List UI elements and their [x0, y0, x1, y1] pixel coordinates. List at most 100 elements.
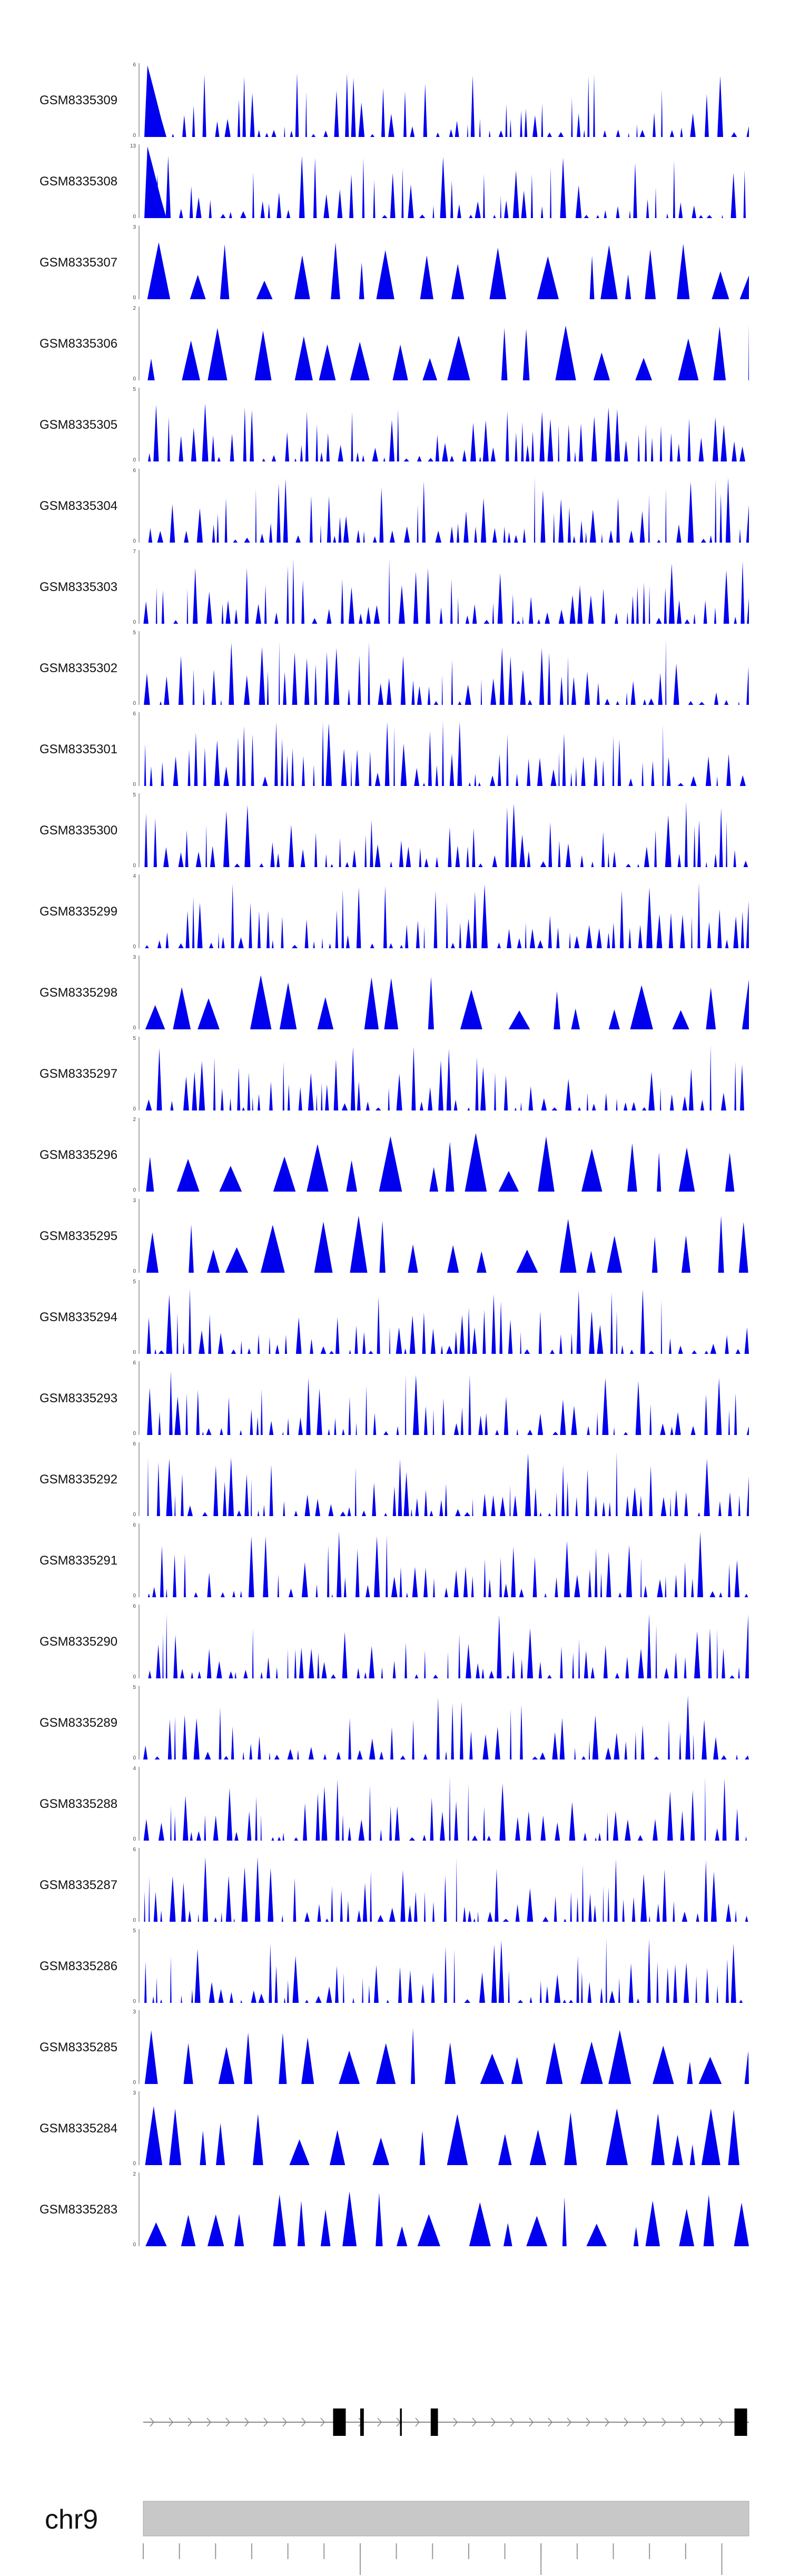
- strand-arrow: [244, 2417, 250, 2427]
- strand-arrow: [491, 2417, 496, 2427]
- y-tick-max: 5: [133, 792, 136, 798]
- track-GSM8335307: GSM8335307 3 0: [39, 224, 749, 301]
- chromosome-label: chr9: [45, 2504, 98, 2535]
- coverage-area-GSM8335285: [143, 2028, 749, 2084]
- track-GSM8335290: GSM8335290 6 0: [39, 1604, 749, 1680]
- track-label: GSM8335289: [39, 1716, 117, 1730]
- chromosome-ideogram: [143, 2501, 749, 2536]
- y-tick-max: 7: [133, 549, 136, 555]
- y-tick-max: 4: [133, 873, 136, 879]
- track-label: GSM8335284: [39, 2121, 117, 2136]
- coverage-area-GSM8335309: [143, 65, 749, 137]
- gene-model-track: [143, 2408, 749, 2436]
- coverage-area-GSM8335287: [143, 1857, 749, 1922]
- coverage-tracks: GSM833530960GSM8335308130GSM833530730GSM…: [39, 62, 749, 2248]
- track-GSM8335289: GSM8335289 5 0: [39, 1685, 749, 1761]
- strand-arrow: [472, 2417, 477, 2427]
- track-label: GSM8335283: [39, 2203, 117, 2217]
- y-tick-min: 0: [133, 863, 136, 869]
- y-tick-max: 3: [133, 955, 136, 960]
- track-label: GSM8335306: [39, 337, 117, 351]
- y-tick-min: 0: [133, 1350, 136, 1355]
- strand-arrow: [624, 2417, 629, 2427]
- track-GSM8335300: GSM8335300 5 0: [39, 792, 749, 869]
- gene-exon: [333, 2408, 346, 2436]
- y-tick-max: 6: [133, 468, 136, 474]
- strand-arrow: [263, 2417, 269, 2427]
- strand-arrow: [320, 2417, 325, 2427]
- y-tick-max: 5: [133, 1279, 136, 1285]
- y-tick-min: 0: [133, 1106, 136, 1112]
- y-tick-min: 0: [133, 2242, 136, 2248]
- strand-arrow: [415, 2417, 420, 2427]
- track-label: GSM8335296: [39, 1148, 117, 1162]
- track-GSM8335303: GSM8335303 7 0: [39, 549, 749, 625]
- y-tick-min: 0: [133, 944, 136, 950]
- y-tick-min: 0: [133, 1512, 136, 1518]
- y-tick-max: 3: [133, 1198, 136, 1204]
- track-label: GSM8335307: [39, 255, 117, 270]
- track-label: GSM8335297: [39, 1067, 117, 1081]
- strand-arrow: [225, 2417, 231, 2427]
- track-GSM8335283: GSM8335283 2 0: [39, 2171, 749, 2248]
- track-label: GSM8335302: [39, 661, 117, 675]
- y-tick-min: 0: [133, 457, 136, 463]
- strand-arrow: [643, 2417, 648, 2427]
- coverage-area-GSM8335283: [143, 2191, 749, 2246]
- y-tick-max: 6: [133, 1847, 136, 1853]
- coverage-area-GSM8335293: [143, 1371, 749, 1435]
- y-tick-max: 5: [133, 1928, 136, 1934]
- y-tick-max: 5: [133, 1036, 136, 1041]
- track-GSM8335306: GSM8335306 2 0: [39, 306, 749, 382]
- coverage-area-GSM8335304: [143, 477, 749, 543]
- y-tick-max: 3: [133, 2009, 136, 2015]
- track-label: GSM8335304: [39, 499, 117, 513]
- track-label: GSM8335298: [39, 986, 117, 1000]
- y-tick-min: 0: [133, 376, 136, 382]
- track-label: GSM8335286: [39, 1959, 117, 1973]
- y-tick-min: 0: [133, 538, 136, 544]
- y-tick-min: 0: [133, 1674, 136, 1680]
- y-tick-min: 0: [133, 2080, 136, 2086]
- track-GSM8335305: GSM8335305 5 0: [39, 387, 749, 463]
- track-label: GSM8335294: [39, 1310, 117, 1324]
- gene-exon: [360, 2408, 364, 2436]
- y-tick-min: 0: [133, 295, 136, 301]
- y-tick-min: 0: [133, 214, 136, 220]
- track-label: GSM8335293: [39, 1391, 117, 1405]
- track-label: GSM8335291: [39, 1554, 117, 1568]
- y-tick-max: 6: [133, 1604, 136, 1609]
- strand-arrow: [529, 2417, 534, 2427]
- track-GSM8335297: GSM8335297 5 0: [39, 1036, 749, 1112]
- y-tick-max: 6: [133, 1360, 136, 1366]
- strand-arrow: [169, 2417, 174, 2427]
- track-GSM8335291: GSM8335291 6 0: [39, 1522, 749, 1599]
- track-GSM8335293: GSM8335293 6 0: [39, 1360, 749, 1437]
- y-tick-min: 0: [133, 1999, 136, 2004]
- track-label: GSM8335303: [39, 580, 117, 594]
- strand-arrow: [680, 2417, 686, 2427]
- strand-arrow: [586, 2417, 591, 2427]
- coverage-area-GSM8335286: [143, 1938, 749, 2003]
- track-GSM8335308: GSM8335308 13 0: [39, 143, 749, 220]
- track-GSM8335286: GSM8335286 5 0: [39, 1928, 749, 2004]
- y-tick-min: 0: [133, 701, 136, 706]
- y-tick-max: 5: [133, 1685, 136, 1690]
- coverage-area-GSM8335300: [143, 801, 749, 867]
- track-GSM8335304: GSM8335304 6 0: [39, 468, 749, 544]
- track-GSM8335294: GSM8335294 5 0: [39, 1279, 749, 1355]
- strand-arrow: [453, 2417, 458, 2427]
- strand-arrow: [301, 2417, 307, 2427]
- track-GSM8335285: GSM8335285 3 0: [39, 2009, 749, 2086]
- track-label: GSM8335301: [39, 742, 117, 756]
- track-label: GSM8335299: [39, 904, 117, 919]
- coverage-area-GSM8335298: [143, 975, 749, 1029]
- y-tick-min: 0: [133, 1836, 136, 1842]
- y-tick-max: 2: [133, 1117, 136, 1123]
- coverage-area-GSM8335290: [143, 1613, 749, 1678]
- gene-exon: [430, 2408, 438, 2436]
- coverage-area-GSM8335284: [143, 2106, 749, 2165]
- coverage-area-GSM8335295: [143, 1215, 749, 1273]
- strand-arrow: [567, 2417, 572, 2427]
